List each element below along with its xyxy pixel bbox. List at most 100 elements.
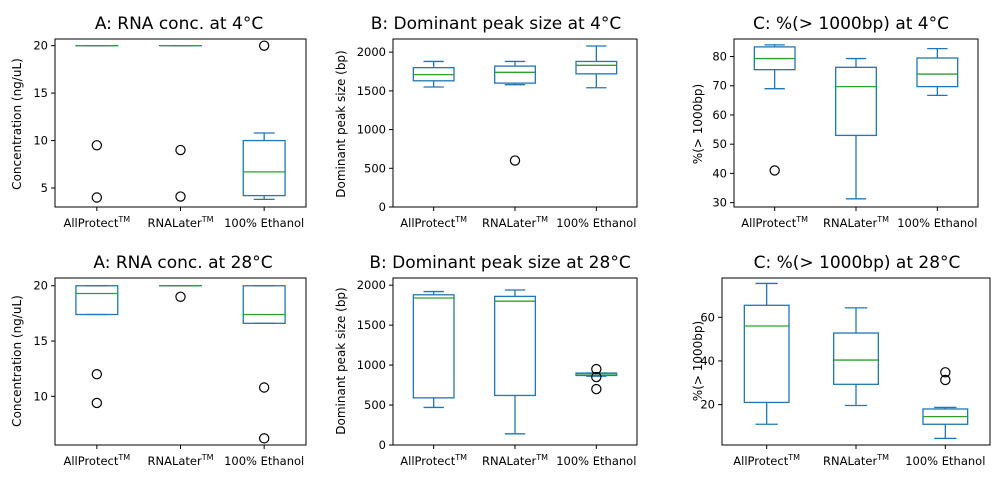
y-tick-label: 50	[712, 137, 727, 151]
box	[916, 57, 959, 88]
plot-area: 10 15 20 AllProtectTM RNALaterTM 100% Ethanol	[33, 277, 307, 468]
y-axis-label: %(> 1000bp)	[691, 84, 705, 164]
box	[75, 285, 119, 316]
y-tick-label: 500	[364, 398, 386, 412]
x-tick-label: 100% Ethanol	[556, 216, 636, 230]
y-tick-label: 20	[700, 398, 715, 412]
outlier-point	[175, 191, 186, 202]
box	[242, 139, 286, 197]
y-tick-label: 15	[33, 86, 48, 100]
plot-area: 5 10 15 20 AllProtectTM RNALaterTM 100% Ethano…	[33, 38, 307, 230]
y-tick-label: 5	[41, 181, 48, 195]
outlier-point	[940, 367, 951, 378]
outlier-point	[940, 374, 951, 386]
y-tick-label: 20	[33, 39, 48, 53]
x-tick-label: 100% Ethanol	[556, 454, 636, 468]
box	[743, 304, 790, 404]
panel-title: A: RNA conc. at 4°C	[95, 14, 263, 34]
panel-a-28c: A: RNA conc. at 28°C Concentration (ng/u…	[10, 253, 273, 427]
y-tick-label: 15	[33, 334, 48, 348]
outlier-point	[91, 192, 103, 203]
x-tick-label: 100% Ethanol	[897, 216, 977, 230]
x-tick-label: RNALaterTM	[147, 453, 213, 468]
y-tick-label: 60	[712, 108, 727, 122]
outlier-point	[769, 165, 780, 176]
plot-area: 20 40 60 AllProtectTM RNALaterTM 100% Ethanol	[700, 277, 991, 468]
axes-frame	[54, 38, 307, 208]
plot-area: 30 40 50 60 70 80 AllProtectTM RNALaterTM 100% E…	[712, 38, 979, 230]
outlier-point	[175, 291, 186, 303]
plot-area: 0 500 1000 1500 2000 AllProtectTM RNALaterTM 10…	[357, 277, 638, 468]
panel-a-4c: A: RNA conc. at 4°C Concentration (ng/uL…	[10, 14, 263, 190]
y-tick-label: 1500	[357, 84, 386, 98]
y-tick-label: 1000	[357, 123, 386, 137]
x-tick-label: 100% Ethanol	[224, 454, 304, 468]
axes-frame	[54, 277, 307, 446]
y-axis-label: Concentration (ng/uL)	[10, 58, 24, 190]
outlier-point	[91, 369, 103, 380]
y-tick-label: 10	[33, 389, 48, 403]
box	[575, 60, 618, 75]
outlier-point	[175, 144, 186, 156]
y-tick-label: 0	[379, 438, 386, 452]
y-axis-label: Dominant peak size (bp)	[334, 50, 348, 198]
outlier-point	[591, 383, 602, 395]
panel-b-4c: B: Dominant peak size at 4°C Dominant pe…	[334, 14, 621, 198]
outlier-point	[591, 371, 602, 383]
y-tick-label: 2000	[357, 45, 386, 59]
x-tick-label: RNALaterTM	[823, 215, 889, 230]
y-tick-label: 30	[712, 196, 727, 210]
y-tick-label: 60	[700, 310, 715, 324]
y-tick-label: 0	[379, 200, 386, 214]
x-tick-label: RNALaterTM	[147, 215, 213, 230]
outlier-point	[258, 382, 270, 393]
y-tick-label: 20	[33, 279, 48, 293]
outlier-point	[591, 363, 602, 375]
y-axis-label: Dominant peak size (bp)	[334, 287, 348, 435]
panel-b-28c: B: Dominant peak size at 28°C Dominant p…	[334, 253, 631, 435]
outlier-point	[509, 155, 521, 166]
y-tick-label: 10	[33, 134, 48, 148]
x-tick-label: RNALaterTM	[482, 453, 548, 468]
x-tick-label: AllProtectTM	[400, 453, 467, 468]
x-tick-label: 100% Ethanol	[905, 454, 985, 468]
x-tick-label: AllProtectTM	[400, 215, 467, 230]
axes-frame	[721, 277, 991, 446]
y-tick-label: 2000	[357, 278, 386, 292]
panel-c-4c: C: %(> 1000bp) at 4°C %(> 1000bp)	[691, 14, 949, 164]
x-tick-label: AllProtectTM	[741, 215, 808, 230]
y-tick-label: 70	[712, 79, 727, 93]
panel-title: A: RNA conc. at 28°C	[93, 253, 272, 273]
panel-title: B: Dominant peak size at 28°C	[369, 253, 630, 273]
box	[412, 294, 455, 399]
outlier-point	[258, 40, 270, 51]
plot-area: 0 500 1000 1500 2000 AllProtectTM RNALaterTM 10…	[357, 38, 638, 230]
box	[242, 285, 286, 324]
x-tick-label: RNALaterTM	[482, 215, 548, 230]
panel-title: C: %(> 1000bp) at 28°C	[754, 253, 961, 273]
panel-title: C: %(> 1000bp) at 4°C	[753, 14, 949, 34]
y-tick-label: 1000	[357, 358, 386, 372]
y-tick-label: 40	[700, 354, 715, 368]
x-tick-label: AllProtectTM	[733, 453, 800, 468]
panel-c-28c: C: %(> 1000bp) at 28°C %(> 1000bp)	[691, 253, 960, 401]
outlier-point	[258, 433, 270, 444]
x-tick-label: RNALaterTM	[823, 453, 889, 468]
x-tick-label: AllProtectTM	[63, 215, 130, 230]
y-axis-label: %(> 1000bp)	[691, 321, 705, 401]
y-axis-label: Concentration (ng/uL)	[10, 295, 24, 427]
box	[833, 332, 879, 385]
y-tick-label: 1500	[357, 318, 386, 332]
outlier-point	[91, 140, 103, 151]
box	[494, 295, 536, 397]
y-tick-label: 40	[712, 166, 727, 180]
box	[494, 65, 536, 84]
y-tick-label: 80	[712, 50, 727, 64]
x-tick-label: 100% Ethanol	[224, 216, 304, 230]
outlier-point	[91, 397, 103, 409]
x-tick-label: AllProtectTM	[63, 453, 130, 468]
y-tick-label: 500	[364, 161, 386, 175]
box	[835, 66, 877, 137]
panel-title: B: Dominant peak size at 4°C	[371, 14, 622, 34]
